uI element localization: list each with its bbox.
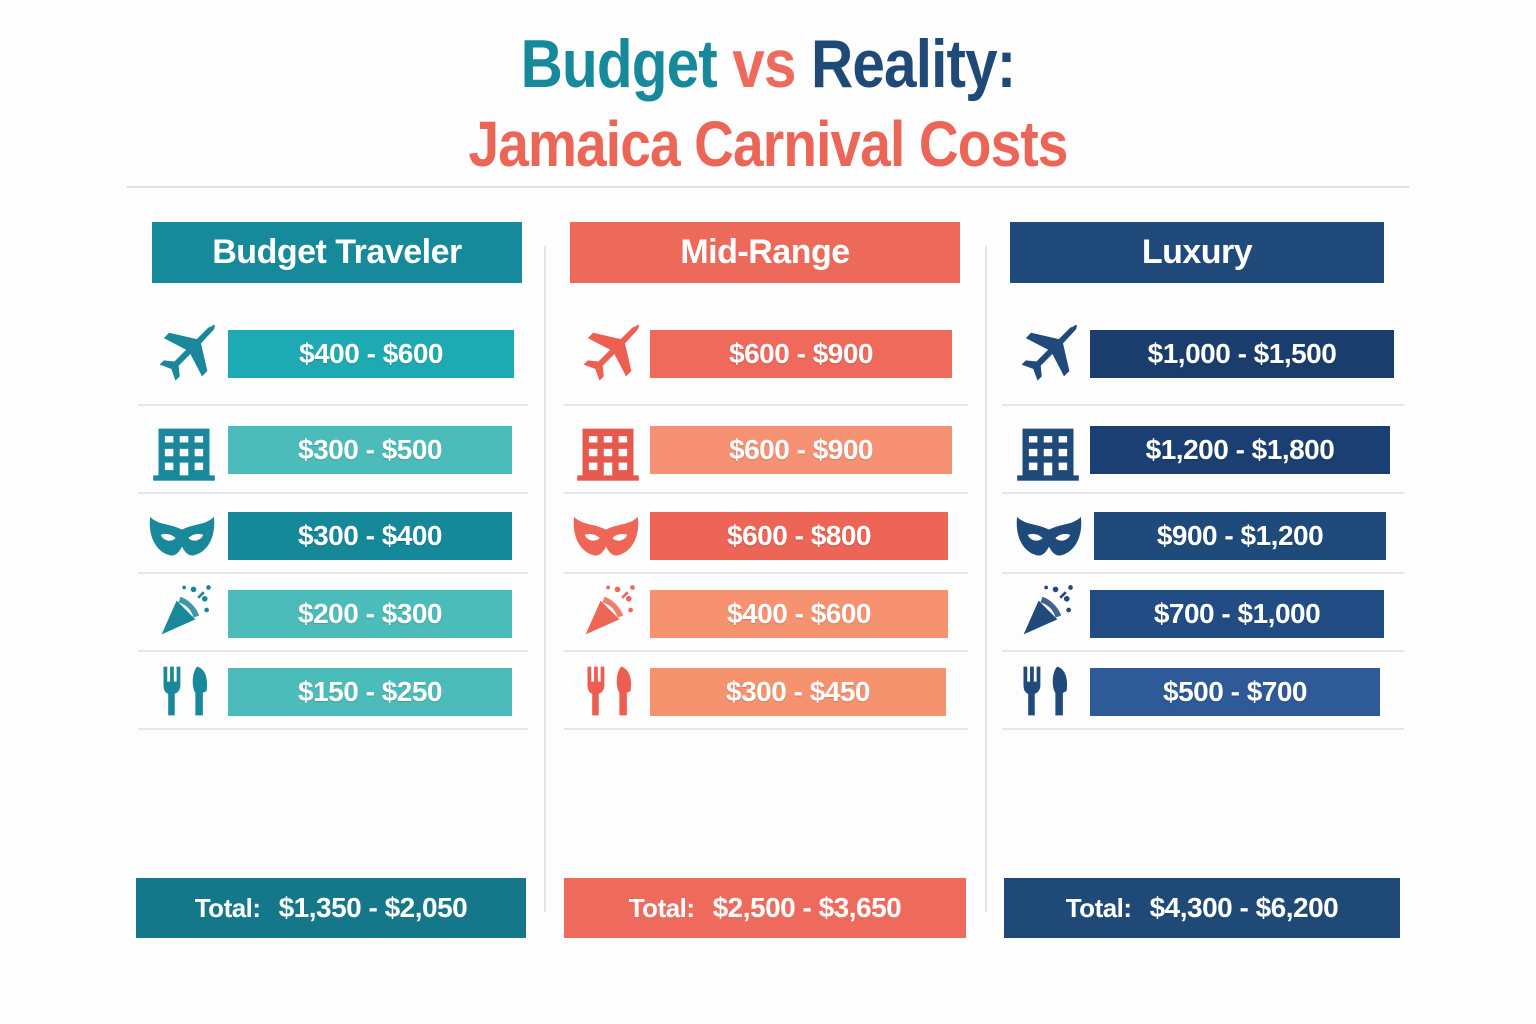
cost-pill: $300 - $400	[228, 512, 512, 560]
cost-pill: $400 - $600	[650, 590, 948, 638]
cost-pill: $300 - $500	[228, 426, 512, 474]
row-divider	[138, 404, 528, 406]
cost-pill: $900 - $1,200	[1094, 512, 1386, 560]
tier-header: Luxury	[1010, 222, 1384, 283]
cost-pill: $600 - $900	[650, 426, 952, 474]
tier-column-mid-range: Mid-Range $600 - $900 $600 - $900 $600 -…	[564, 0, 968, 1024]
cost-row-fetes: $200 - $300	[138, 580, 528, 652]
cost-pill: $600 - $900	[650, 330, 952, 378]
cost-row-flights: $600 - $900	[564, 320, 968, 408]
row-divider	[1002, 404, 1404, 406]
hotel-icon	[574, 418, 642, 486]
cost-row-food: $150 - $250	[138, 660, 528, 732]
cost-row-food: $500 - $700	[1002, 660, 1404, 732]
row-divider	[138, 572, 528, 574]
cost-row-flights: $400 - $600	[138, 320, 528, 408]
party-popper-icon	[1018, 580, 1078, 640]
airplane-icon	[1012, 320, 1080, 388]
row-divider	[564, 404, 968, 406]
party-popper-icon	[580, 580, 640, 640]
title-word-budget: Budget	[520, 26, 718, 102]
cost-pill: $1,000 - $1,500	[1090, 330, 1394, 378]
hotel-icon	[1014, 418, 1082, 486]
title-divider	[127, 186, 1409, 188]
tier-column-luxury: Luxury $1,000 - $1,500 $1,200 - $1,800 $…	[1002, 0, 1404, 1024]
cost-row-accommodation: $1,200 - $1,800	[1002, 416, 1404, 496]
tier-column-budget: Budget Traveler $400 - $600 $300 - $500 …	[136, 0, 528, 1024]
cost-row-flights: $1,000 - $1,500	[1002, 320, 1404, 408]
row-divider	[138, 728, 528, 730]
total-label: Total:	[1065, 892, 1132, 923]
tier-header: Mid-Range	[570, 222, 960, 283]
airplane-icon	[574, 320, 642, 388]
row-divider	[564, 728, 968, 730]
cost-pill: $300 - $450	[650, 668, 946, 716]
party-popper-icon	[156, 580, 216, 640]
airplane-icon	[150, 320, 218, 388]
tier-total: Total: $2,500 - $3,650	[564, 878, 966, 938]
title-word-reality: Reality:	[811, 26, 1016, 102]
tier-header: Budget Traveler	[152, 222, 522, 283]
cost-row-fetes: $400 - $600	[564, 580, 968, 652]
total-label: Total:	[194, 892, 261, 923]
mask-icon	[572, 502, 640, 570]
mask-icon	[148, 502, 216, 570]
column-separator	[544, 246, 546, 912]
row-divider	[1002, 572, 1404, 574]
cost-pill: $700 - $1,000	[1090, 590, 1384, 638]
row-divider	[138, 650, 528, 652]
cost-row-costume: $300 - $400	[138, 504, 528, 574]
cost-pill: $1,200 - $1,800	[1090, 426, 1390, 474]
cost-pill: $600 - $800	[650, 512, 948, 560]
row-divider	[1002, 650, 1404, 652]
row-divider	[564, 492, 968, 494]
fork-knife-icon	[1016, 660, 1076, 722]
cost-pill: $150 - $250	[228, 668, 512, 716]
row-divider	[1002, 492, 1404, 494]
fork-knife-icon	[580, 660, 640, 722]
page-subtitle: Jamaica Carnival Costs	[468, 108, 1068, 180]
cost-row-costume: $600 - $800	[564, 504, 968, 574]
cost-row-accommodation: $300 - $500	[138, 416, 528, 496]
cost-row-food: $300 - $450	[564, 660, 968, 732]
cost-row-fetes: $700 - $1,000	[1002, 580, 1404, 652]
row-divider	[564, 572, 968, 574]
fork-knife-icon	[156, 660, 216, 722]
page-title: Budget vs Reality:	[108, 30, 1429, 98]
column-separator	[985, 246, 987, 912]
cost-row-accommodation: $600 - $900	[564, 416, 968, 496]
row-divider	[1002, 728, 1404, 730]
total-label: Total:	[628, 892, 695, 923]
row-divider	[564, 650, 968, 652]
cost-pill: $400 - $600	[228, 330, 514, 378]
total-value: $2,500 - $3,650	[712, 892, 902, 923]
title-word-vs: vs	[732, 26, 796, 102]
row-divider	[138, 492, 528, 494]
cost-pill: $500 - $700	[1090, 668, 1380, 716]
total-value: $1,350 - $2,050	[278, 892, 468, 923]
tier-total: Total: $1,350 - $2,050	[136, 878, 526, 938]
tier-total: Total: $4,300 - $6,200	[1004, 878, 1400, 938]
hotel-icon	[150, 418, 218, 486]
cost-pill: $200 - $300	[228, 590, 512, 638]
mask-icon	[1008, 502, 1090, 570]
total-value: $4,300 - $6,200	[1149, 892, 1339, 923]
cost-row-costume: $900 - $1,200	[1002, 504, 1404, 574]
